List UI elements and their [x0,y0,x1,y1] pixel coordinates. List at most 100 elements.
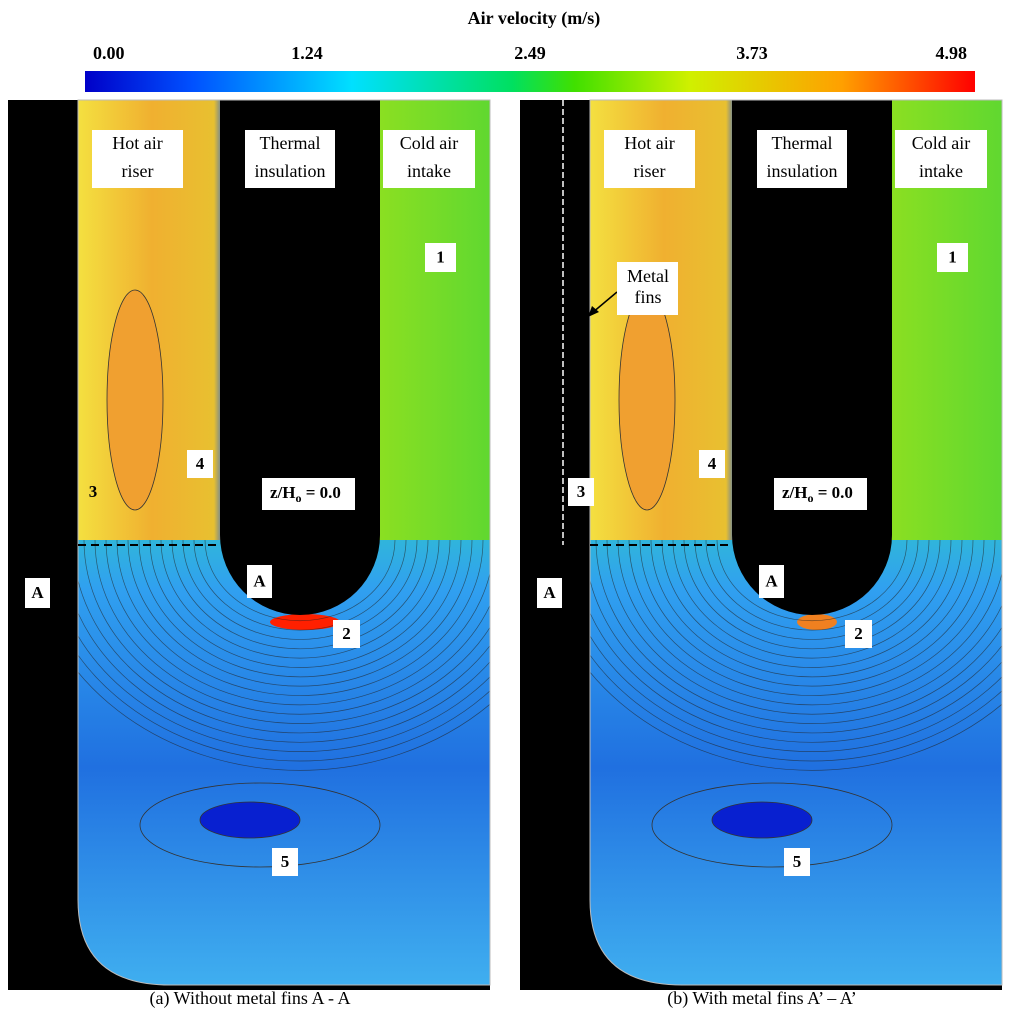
point-label: 1 [436,247,445,266]
contour [705,539,919,631]
z-label: z/Ho = 0.0 [782,483,853,505]
contour [116,539,484,696]
point-label: 1 [948,247,957,266]
contour [94,539,490,715]
contour [590,539,1002,743]
contour [78,539,490,734]
arrow [591,291,618,314]
region-label: Hot air [112,133,162,153]
label-box [937,243,968,272]
contour [193,539,407,631]
contour [628,539,996,696]
region-label: Thermal [772,133,833,153]
point-label: 5 [281,852,290,871]
contour [160,539,440,659]
section-label: A [253,571,266,590]
z-rest: = 0.0 [814,483,853,502]
region-label: riser [122,161,154,181]
section-label: A [31,583,44,602]
fins-label: Metal [627,266,669,286]
region-label: intake [407,161,451,181]
contour [182,539,418,640]
z-base: z/H [782,483,808,502]
z-rest: = 0.0 [302,483,341,502]
z-base: z/H [270,483,296,502]
contour [149,539,451,668]
region-label: insulation [767,161,838,181]
label-box [247,565,272,598]
contour [595,539,1002,724]
label-box [537,578,562,608]
low-pocket [199,801,301,839]
section-label: A [543,583,556,602]
point-label: 2 [342,624,351,643]
label-box [699,450,725,478]
peak [270,614,340,630]
point-label: 4 [196,454,205,473]
contour [672,539,952,659]
point-label: 5 [793,852,802,871]
label-box [759,565,784,598]
label-box [272,848,298,876]
region-label: insulation [255,161,326,181]
label-box [92,130,183,188]
low-band [139,782,381,868]
contour [590,539,1002,752]
low-band [651,782,893,868]
fins-label: fins [635,287,662,307]
label-box [774,478,867,510]
label-box [845,620,872,648]
label-box [245,130,335,188]
contour [78,539,490,762]
contour [716,539,908,622]
contour [617,539,1002,706]
contour [650,539,974,678]
contour [127,539,473,687]
contour [83,539,490,724]
label-box [187,450,213,478]
region-label: riser [634,161,666,181]
wall [77,99,491,986]
point-label: 3 [89,482,98,501]
region-label: Cold air [400,133,459,153]
contour [606,539,1002,715]
riser-core [618,289,676,511]
label-box [383,130,475,188]
riser-core [106,289,164,511]
colorbar-tick: 2.49 [514,43,546,63]
panel: Hot air riser Thermal insulation Cold air int… [520,99,1003,1009]
wall [589,99,1003,986]
colorbar-tick: 0.00 [93,43,125,63]
colorbar-tick: 3.73 [736,43,768,63]
contour [171,539,429,650]
contour [694,539,930,640]
panel: Hot air riser Thermal insulation Cold air int… [8,99,491,1009]
caption: (a) Without metal fins A - A [150,988,351,1009]
region-label: intake [919,161,963,181]
contour [78,539,490,743]
colorbar-tick: 4.98 [936,43,968,63]
colorbar-tick: 1.24 [291,43,323,63]
label-box [604,130,695,188]
colorbar-title: Air velocity (m/s) [468,8,601,29]
colorbar [85,71,975,92]
contour [590,539,1002,734]
label-box [784,848,810,876]
region-label: Hot air [624,133,674,153]
label-box [25,578,50,608]
low-pocket [711,801,813,839]
contour [683,539,941,650]
contour [639,539,985,687]
peak [797,614,837,630]
label-box [333,620,360,648]
contour [105,539,490,706]
label-box [617,262,678,315]
contour [138,539,462,678]
contour [204,539,396,622]
point-label: 4 [708,454,717,473]
contour [78,539,490,771]
contour [661,539,963,668]
label-box [425,243,456,272]
